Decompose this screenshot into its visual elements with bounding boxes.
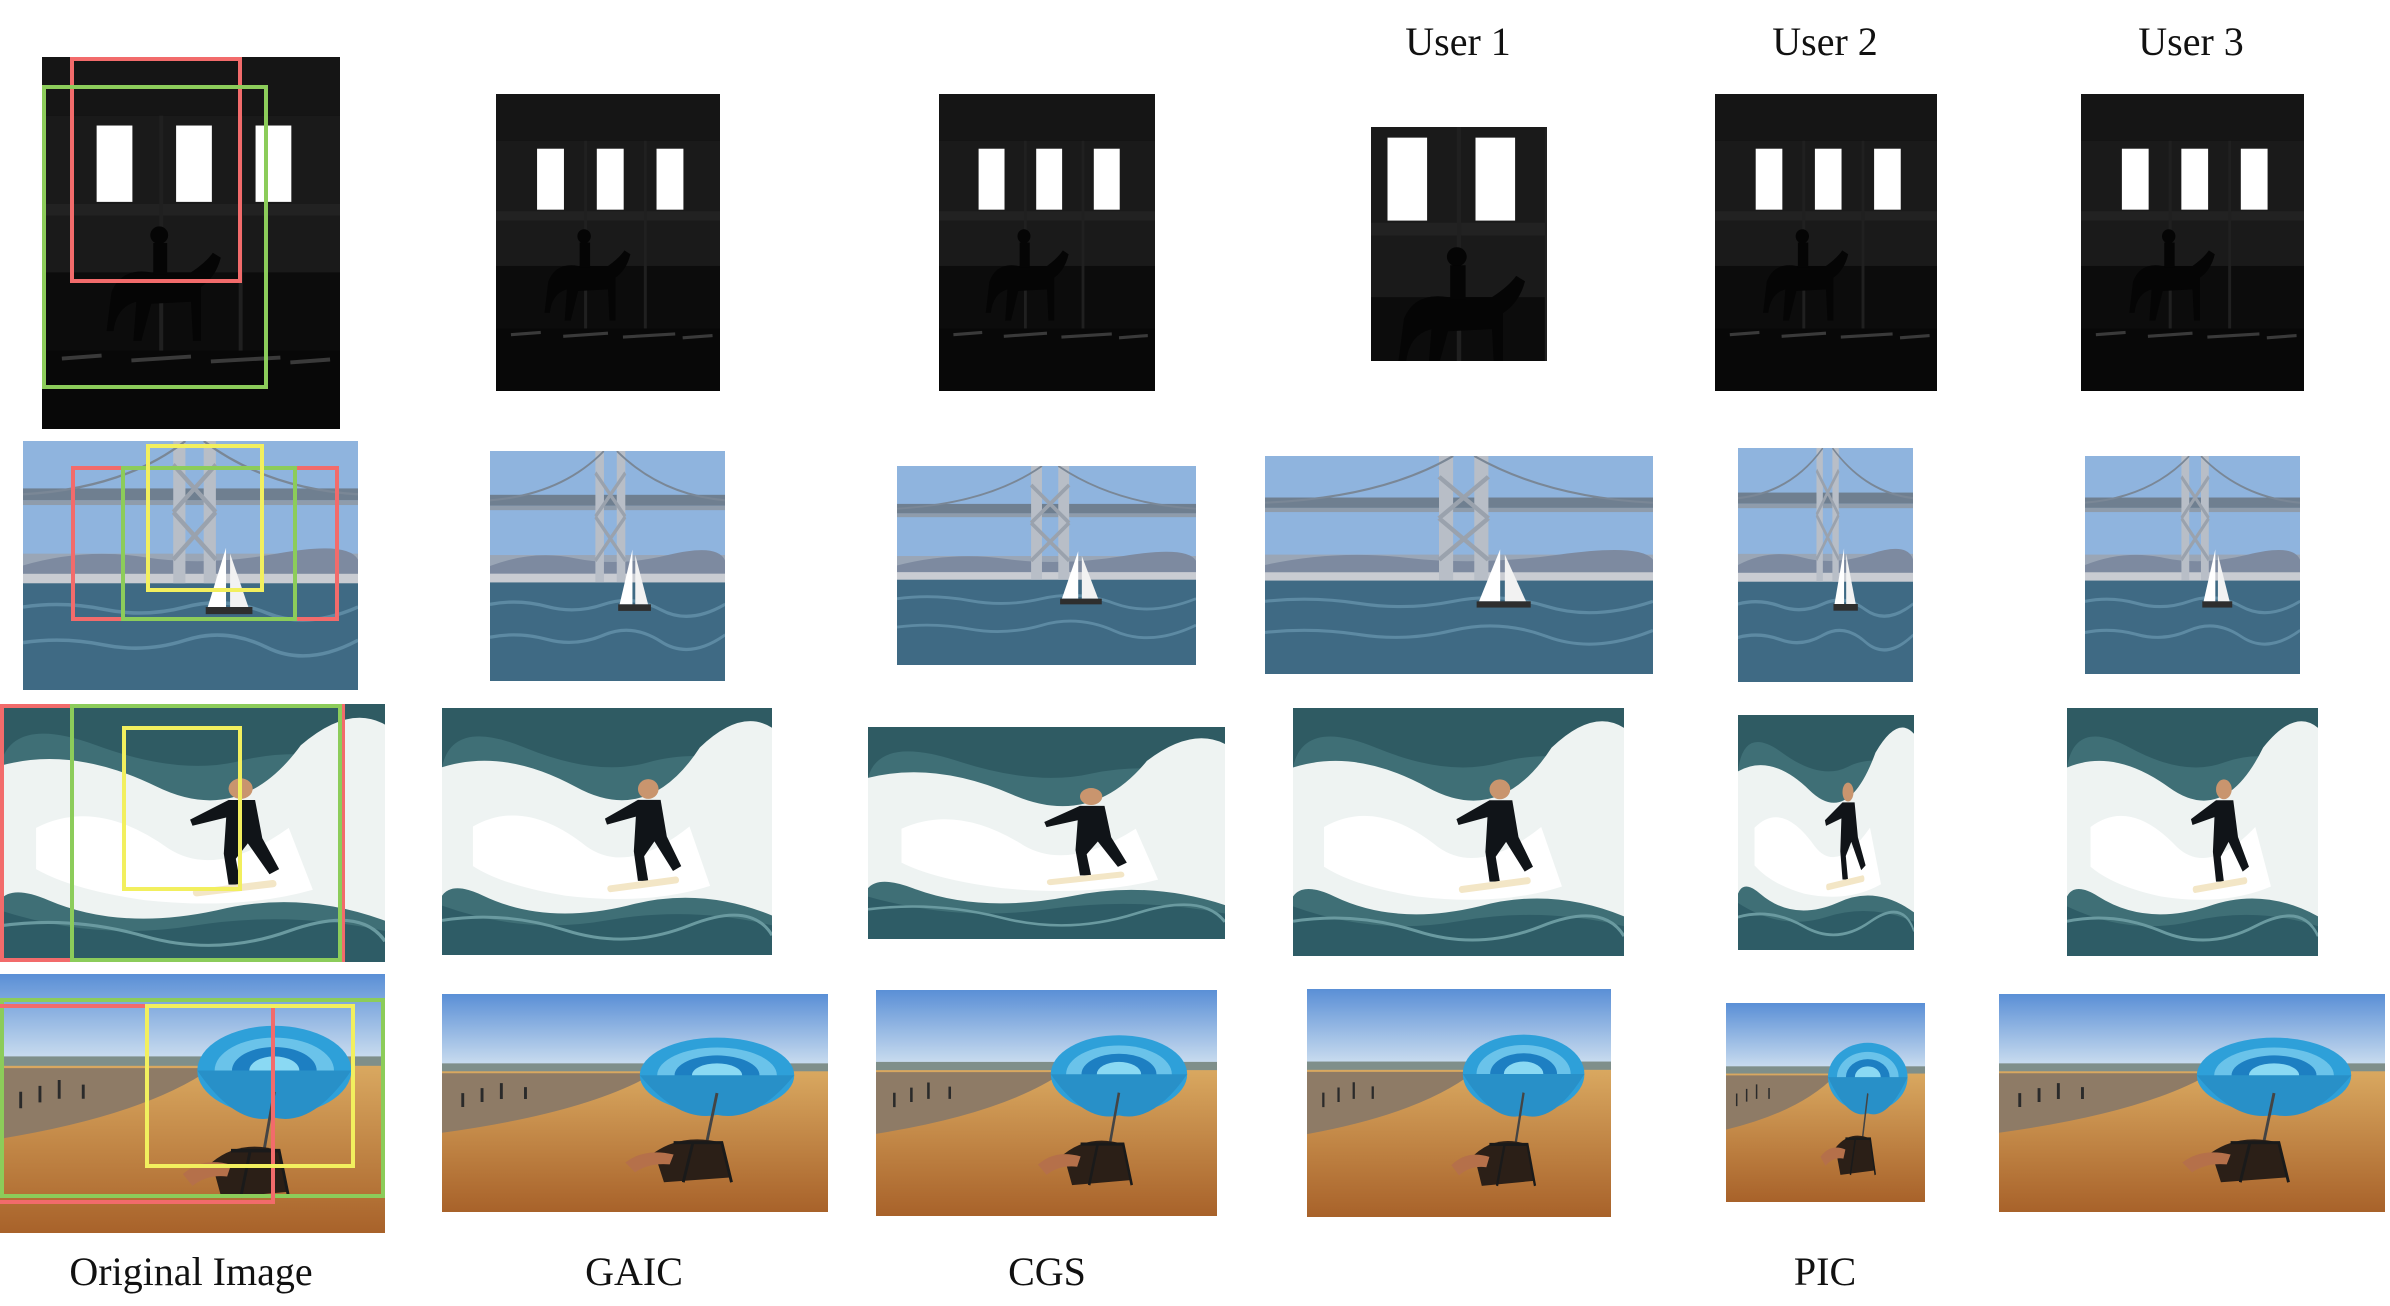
- crop-box-green: [70, 704, 342, 962]
- cgs-beach-crop: [876, 990, 1217, 1216]
- original-surfer-image: [0, 704, 385, 962]
- original-beach-image: [0, 974, 385, 1233]
- footer-pic: PIC: [1793, 1249, 1857, 1294]
- user3-surfer-crop: [2067, 708, 2318, 956]
- crop-box-yellow: [122, 726, 242, 891]
- gaic-horse-crop: [496, 94, 720, 391]
- crop-box-red: [0, 1004, 275, 1204]
- user3-horse-crop: [2081, 94, 2304, 391]
- footer-gaic: GAIC: [585, 1249, 683, 1294]
- gaic-beach-crop: [442, 994, 828, 1212]
- original-bridge-image: [23, 441, 358, 690]
- cgs-surfer-crop: [868, 727, 1225, 939]
- user3-beach-crop: [1999, 994, 2385, 1212]
- footer-original-image: Original Image: [69, 1249, 313, 1294]
- crop-box-green: [0, 998, 385, 1198]
- crop-box-green: [121, 466, 297, 621]
- cgs-horse-crop: [939, 94, 1155, 391]
- crop-box-green: [42, 85, 268, 389]
- crop-box-yellow: [145, 1004, 355, 1168]
- user1-horse-crop: [1371, 127, 1547, 361]
- header-user-3: User 3: [2138, 19, 2244, 64]
- crop-box-red: [70, 57, 242, 283]
- gaic-bridge-crop: [490, 451, 725, 681]
- footer-cgs: CGS: [1008, 1249, 1086, 1294]
- user2-surfer-crop: [1738, 715, 1914, 950]
- user2-bridge-crop: [1738, 448, 1913, 682]
- crop-box-yellow: [146, 444, 264, 592]
- user3-bridge-crop: [2085, 456, 2300, 674]
- original-horse-image: [42, 57, 340, 429]
- user2-beach-crop: [1726, 1003, 1925, 1202]
- user2-horse-crop: [1715, 94, 1937, 391]
- user1-surfer-crop: [1293, 708, 1624, 956]
- cgs-bridge-crop: [897, 466, 1196, 665]
- gaic-surfer-crop: [442, 708, 772, 955]
- header-user-1: User 1: [1405, 19, 1511, 64]
- user1-beach-crop: [1307, 989, 1611, 1217]
- header-user-2: User 2: [1772, 19, 1878, 64]
- user1-bridge-crop: [1265, 456, 1653, 674]
